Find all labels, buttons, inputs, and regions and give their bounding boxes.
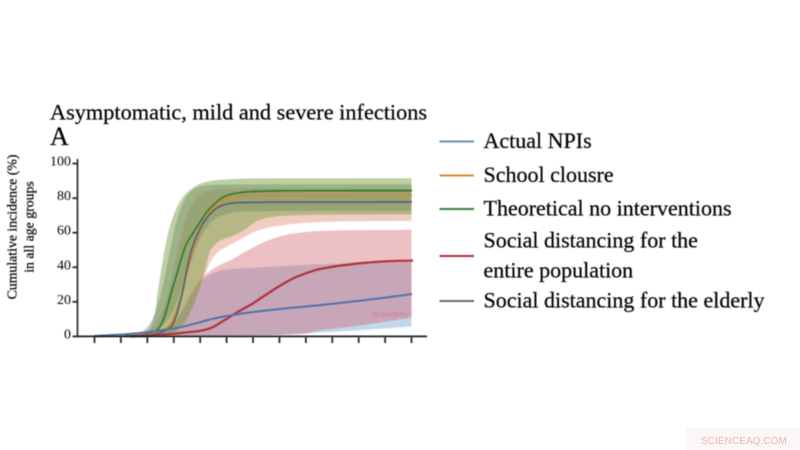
svg-text:80: 80 — [57, 189, 71, 204]
svg-text:40: 40 — [57, 258, 71, 273]
svg-text:0: 0 — [64, 327, 71, 342]
svg-text:SCIENCEAQ: SCIENCEAQ — [372, 313, 408, 319]
svg-text:School clousre: School clousre — [484, 162, 614, 187]
svg-text:Social distancing for the: Social distancing for the — [484, 228, 698, 253]
svg-text:SCIENCEAQ.COM: SCIENCEAQ.COM — [701, 436, 787, 447]
svg-text:in all age groups: in all age groups — [22, 181, 37, 273]
svg-text:20: 20 — [57, 293, 71, 308]
svg-text:Theoretical no interventions: Theoretical no interventions — [484, 196, 732, 221]
svg-text:100: 100 — [50, 155, 71, 170]
svg-text:Actual NPIs: Actual NPIs — [484, 128, 592, 153]
svg-text:A: A — [50, 122, 69, 151]
svg-text:Asymptomatic, mild and severe: Asymptomatic, mild and severe infections — [50, 100, 427, 125]
svg-text:Social distancing for the elde: Social distancing for the elderly — [484, 288, 765, 313]
svg-text:Cumulative incidence (%): Cumulative incidence (%) — [5, 155, 21, 300]
svg-text:entire population: entire population — [484, 258, 634, 283]
svg-text:60: 60 — [57, 224, 71, 239]
